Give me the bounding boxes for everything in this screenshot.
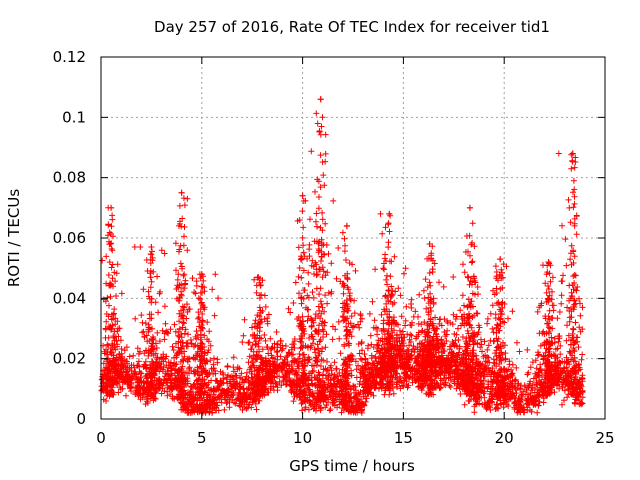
data-points <box>98 96 586 416</box>
roti-peak-point <box>108 204 115 211</box>
roti-peak-point <box>148 244 155 251</box>
y-axis-label: ROTI / TECUs <box>5 189 23 287</box>
roti-peak-point <box>386 210 393 217</box>
y-tick-label: 0.1 <box>62 108 86 126</box>
roti-peak-point <box>497 256 504 263</box>
roti-peak-point <box>466 204 473 211</box>
y-tick-label: 0.04 <box>53 289 86 307</box>
y-tick-label: 0.02 <box>53 350 86 368</box>
roti-peak-point <box>299 192 306 199</box>
x-tick-label: 5 <box>197 429 207 447</box>
roti-marker-cloud <box>98 96 586 416</box>
x-tick-label: 20 <box>495 429 514 447</box>
roti-peak-point <box>343 222 350 229</box>
y-tick-label: 0 <box>76 410 86 428</box>
axis-ticks: 0 5 10 15 20 25 0 0.02 0.04 0.06 0.08 0.1 0.12 <box>53 48 615 447</box>
chart-title: Day 257 of 2016, Rate Of TEC Index for r… <box>154 18 550 36</box>
roti-peak-point <box>178 189 185 196</box>
roti-peak-point <box>426 241 433 248</box>
roti-peak-point <box>545 259 552 266</box>
y-tick-label: 0.08 <box>53 169 86 187</box>
x-tick-label: 15 <box>394 429 413 447</box>
x-tick-label: 10 <box>293 429 312 447</box>
x-tick-label: 25 <box>595 429 614 447</box>
roti-peak-point <box>255 274 262 281</box>
y-tick-label: 0.06 <box>53 229 86 247</box>
x-tick-label: 0 <box>96 429 106 447</box>
roti-peak-point <box>569 150 576 157</box>
roti-peak-point <box>317 96 324 103</box>
y-tick-label: 0.12 <box>53 48 86 66</box>
roti-peak-point <box>198 271 205 278</box>
x-axis-label: GPS time / hours <box>289 457 415 475</box>
